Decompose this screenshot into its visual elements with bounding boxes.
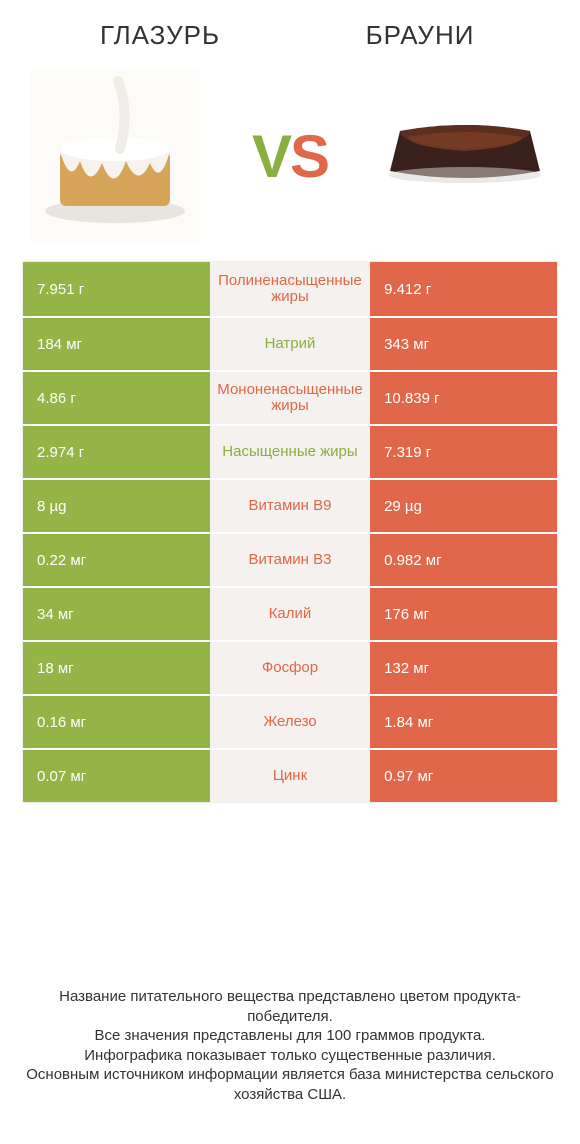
left-value: 18 мг [23, 642, 210, 694]
vs-v: V [252, 123, 290, 190]
right-value: 29 µg [370, 480, 557, 532]
right-value: 176 мг [370, 588, 557, 640]
left-value: 0.07 мг [23, 750, 210, 802]
right-product-title: БРАУНИ [290, 20, 550, 51]
left-value: 2.974 г [23, 426, 210, 478]
table-row: 8 µgВитамин B929 µg [23, 478, 557, 532]
footer-line: Название питательного вещества представл… [18, 987, 562, 1026]
table-row: 0.22 мгВитамин B30.982 мг [23, 532, 557, 586]
comparison-table: 7.951 гПолиненасыщенные жиры9.412 г184 м… [22, 261, 558, 803]
table-row: 34 мгКалий176 мг [23, 586, 557, 640]
left-product-title: ГЛАЗУРЬ [30, 20, 290, 51]
right-value: 343 мг [370, 318, 557, 370]
table-row: 18 мгФосфор132 мг [23, 640, 557, 694]
images-row: VS [0, 61, 580, 261]
footer-note: Название питательного вещества представл… [0, 947, 580, 1144]
nutrient-label: Витамин B9 [210, 480, 370, 532]
right-value: 7.319 г [370, 426, 557, 478]
nutrient-label: Железо [210, 696, 370, 748]
table-row: 0.16 мгЖелезо1.84 мг [23, 694, 557, 748]
nutrient-label: Мононенасыщенные жиры [210, 372, 370, 424]
table-row: 0.07 мгЦинк0.97 мг [23, 748, 557, 802]
right-product-image [380, 71, 550, 241]
footer-line: Все значения представлены для 100 граммо… [18, 1026, 562, 1046]
left-product-image [30, 71, 200, 241]
right-value: 10.839 г [370, 372, 557, 424]
left-value: 0.16 мг [23, 696, 210, 748]
nutrient-label: Калий [210, 588, 370, 640]
left-value: 4.86 г [23, 372, 210, 424]
nutrient-label: Насыщенные жиры [210, 426, 370, 478]
glaze-cake-icon [30, 71, 200, 241]
footer-line: Инфографика показывает только существенн… [18, 1046, 562, 1066]
nutrient-label: Фосфор [210, 642, 370, 694]
left-value: 0.22 мг [23, 534, 210, 586]
table-row: 4.86 гМононенасыщенные жиры10.839 г [23, 370, 557, 424]
right-value: 9.412 г [370, 262, 557, 316]
header: ГЛАЗУРЬ БРАУНИ [0, 0, 580, 61]
right-value: 132 мг [370, 642, 557, 694]
nutrient-label: Витамин B3 [210, 534, 370, 586]
table-row: 184 мгНатрий343 мг [23, 316, 557, 370]
right-value: 0.97 мг [370, 750, 557, 802]
left-value: 34 мг [23, 588, 210, 640]
right-value: 0.982 мг [370, 534, 557, 586]
nutrient-label: Полиненасыщенные жиры [210, 262, 370, 316]
nutrient-label: Натрий [210, 318, 370, 370]
table-row: 7.951 гПолиненасыщенные жиры9.412 г [23, 262, 557, 316]
left-value: 7.951 г [23, 262, 210, 316]
vs-label: VS [252, 122, 328, 191]
nutrient-label: Цинк [210, 750, 370, 802]
brownie-icon [380, 101, 550, 211]
right-value: 1.84 мг [370, 696, 557, 748]
vs-s: S [290, 123, 328, 190]
left-value: 8 µg [23, 480, 210, 532]
footer-line: Основным источником информации является … [18, 1065, 562, 1104]
left-value: 184 мг [23, 318, 210, 370]
table-row: 2.974 гНасыщенные жиры7.319 г [23, 424, 557, 478]
